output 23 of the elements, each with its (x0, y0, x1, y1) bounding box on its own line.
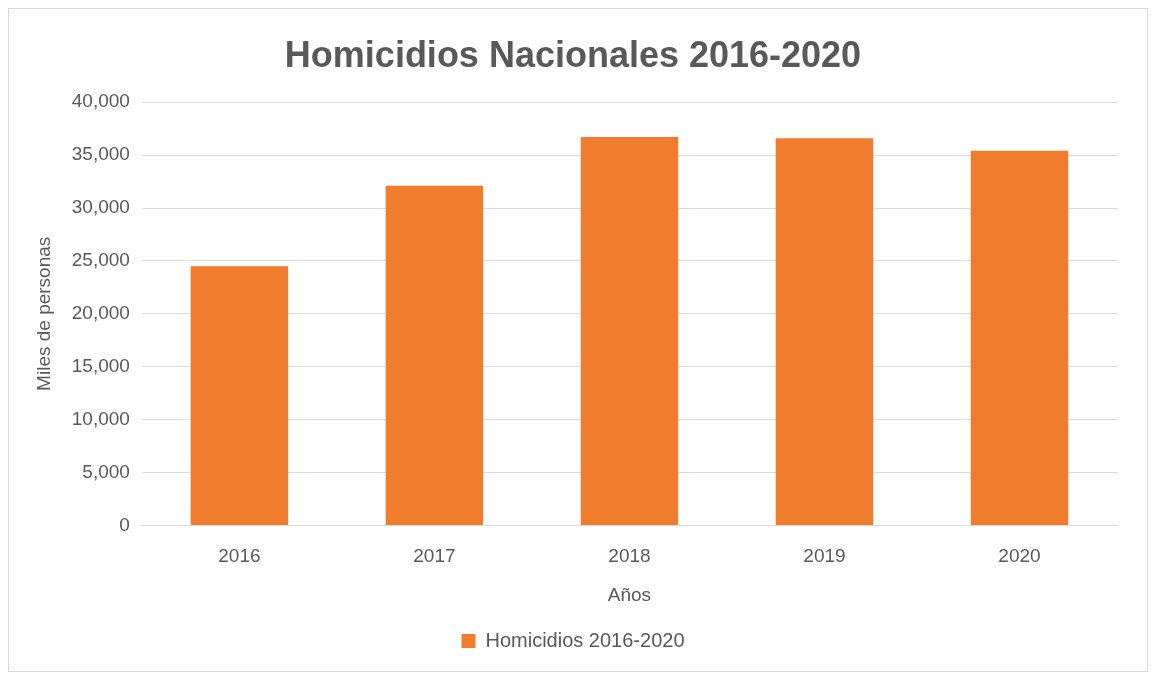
y-tick-label: 15,000 (71, 354, 130, 376)
y-tick-label: 0 (119, 513, 130, 535)
bar (580, 137, 679, 525)
y-tick-label: 20,000 (71, 302, 130, 324)
y-tick-label: 40,000 (71, 90, 130, 112)
bar (970, 150, 1069, 525)
y-axis-title: Miles de personas (32, 236, 54, 391)
y-tick-label: 5,000 (82, 460, 130, 482)
x-tick-label: 2018 (608, 545, 651, 567)
x-tick-label: 2017 (413, 545, 456, 567)
bar (190, 266, 289, 525)
y-tick-label: 35,000 (71, 143, 130, 165)
bar (775, 138, 874, 525)
x-axis-title: Años (607, 583, 652, 605)
x-tick-label: 2016 (218, 545, 261, 567)
chart-title: Homicidios Nacionales 2016-2020 (284, 33, 862, 75)
y-tick-label: 10,000 (71, 407, 130, 429)
legend-label: Homicidios 2016-2020 (485, 628, 685, 651)
y-tick-label: 30,000 (71, 196, 130, 218)
y-tick-label: 25,000 (71, 249, 130, 271)
bar (385, 185, 484, 525)
x-tick-label: 2019 (803, 545, 846, 567)
x-tick-label: 2020 (998, 545, 1041, 567)
